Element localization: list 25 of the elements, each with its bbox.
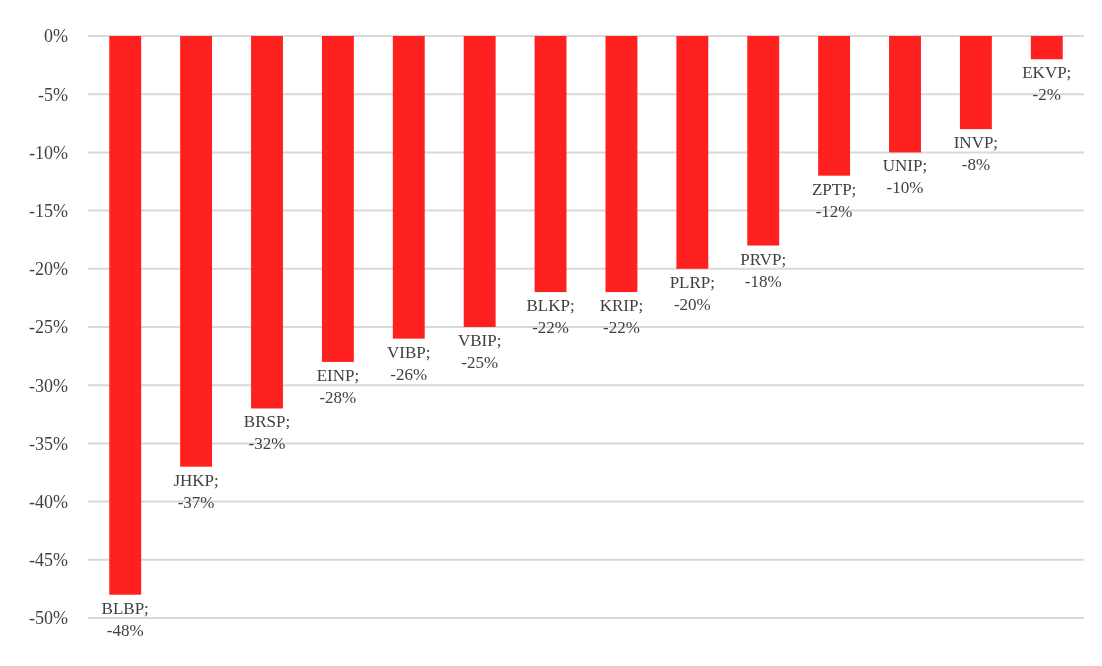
y-tick-label: -20% <box>29 259 68 280</box>
y-tick-label: -30% <box>29 375 68 396</box>
data-label: UNIP; -10% <box>881 155 929 200</box>
data-label: PRVP; -18% <box>739 248 788 293</box>
y-tick-label: -50% <box>29 608 68 629</box>
y-tick-label: -40% <box>29 491 68 512</box>
data-label: EKVP; -2% <box>1021 62 1073 107</box>
data-label: KRIP; -22% <box>598 295 645 340</box>
y-tick-label: -10% <box>29 142 68 163</box>
y-tick-label: -25% <box>29 317 68 338</box>
y-tick-label: -45% <box>29 550 68 571</box>
data-label: BLKP; -22% <box>525 295 576 340</box>
data-label: BLBP; -48% <box>100 597 150 642</box>
data-label: JHKP; -37% <box>172 469 220 514</box>
data-label: EINP; -28% <box>315 364 361 409</box>
data-label: BRSP; -32% <box>242 411 292 456</box>
y-tick-label: -5% <box>38 84 68 105</box>
y-tick-label: -35% <box>29 433 68 454</box>
data-label: INVP; -8% <box>952 132 1000 177</box>
y-tick-label: -15% <box>29 200 68 221</box>
data-label: VBIP; -25% <box>456 330 503 374</box>
y-tick-label: 0% <box>44 26 68 47</box>
data-label: ZPTP; -12% <box>810 178 858 223</box>
data-label: VIBP; -26% <box>386 341 432 386</box>
data-label: PLRP; -20% <box>668 271 716 316</box>
